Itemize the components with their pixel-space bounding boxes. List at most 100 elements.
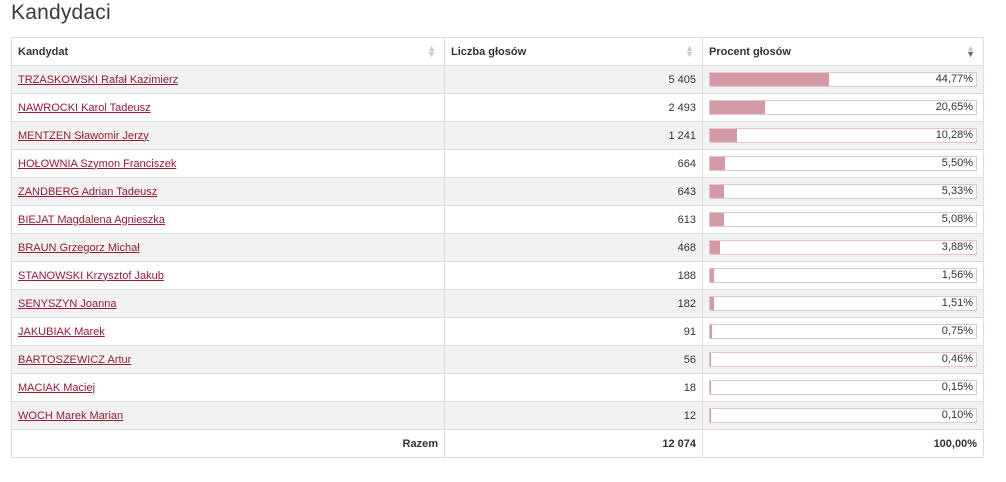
percent-bar-fill xyxy=(710,213,724,226)
percent-label: 0,15% xyxy=(941,381,973,393)
votes-cell: 91 xyxy=(444,317,703,346)
percent-bar-fill xyxy=(710,185,725,198)
percent-bar: 5,50% xyxy=(709,156,977,171)
percent-label: 20,65% xyxy=(935,101,973,113)
percent-cell: 0,15% xyxy=(702,373,984,402)
table-row: JAKUBIAK Marek 91 0,75% xyxy=(11,317,984,346)
sort-desc-icon[interactable]: ▲ ▼ xyxy=(966,43,975,59)
percent-bar-fill xyxy=(710,73,830,86)
percent-cell: 44,77% xyxy=(702,65,984,94)
percent-cell: 0,10% xyxy=(702,401,984,430)
table-row: BRAUN Grzegorz Michał 468 3,88% xyxy=(11,233,984,262)
column-header-candidate[interactable]: Kandydat ▲ ▼ xyxy=(11,37,445,66)
percent-bar: 5,33% xyxy=(709,184,977,199)
table-row: MENTZEN Sławomir Jerzy 1 241 10,28% xyxy=(11,121,984,150)
percent-label: 44,77% xyxy=(935,73,973,85)
candidate-cell: STANOWSKI Krzysztof Jakub xyxy=(11,261,445,290)
percent-bar: 1,56% xyxy=(709,268,977,283)
candidate-cell: BRAUN Grzegorz Michał xyxy=(11,233,445,262)
candidate-cell: MENTZEN Sławomir Jerzy xyxy=(11,121,445,150)
percent-label: 1,51% xyxy=(941,297,973,309)
votes-cell: 468 xyxy=(444,233,703,262)
column-header-percent-label: Procent głosów xyxy=(709,45,791,58)
percent-label: 5,08% xyxy=(941,213,973,225)
column-header-votes-label: Liczba głosów xyxy=(451,45,527,58)
percent-bar-fill xyxy=(710,101,765,114)
candidate-link[interactable]: HOŁOWNIA Szymon Franciszek xyxy=(18,157,177,170)
candidate-cell: WOCH Marek Marian xyxy=(11,401,445,430)
votes-cell: 182 xyxy=(444,289,703,318)
candidate-link[interactable]: ZANDBERG Adrian Tadeusz xyxy=(18,185,158,198)
percent-cell: 5,50% xyxy=(702,149,984,178)
votes-cell: 613 xyxy=(444,205,703,234)
votes-cell: 12 xyxy=(444,401,703,430)
candidate-link[interactable]: SENYSZYN Joanna xyxy=(18,297,117,310)
votes-cell: 643 xyxy=(444,177,703,206)
candidate-link[interactable]: MENTZEN Sławomir Jerzy xyxy=(18,129,149,142)
votes-cell: 5 405 xyxy=(444,65,703,94)
percent-bar: 10,28% xyxy=(709,128,977,143)
table-row: NAWROCKI Karol Tadeusz 2 493 20,65% xyxy=(11,93,984,122)
percent-label: 0,10% xyxy=(941,409,973,421)
percent-bar: 0,75% xyxy=(709,324,977,339)
candidate-link[interactable]: BRAUN Grzegorz Michał xyxy=(18,241,140,254)
percent-label: 5,50% xyxy=(941,157,973,169)
votes-cell: 664 xyxy=(444,149,703,178)
candidate-cell: SENYSZYN Joanna xyxy=(11,289,445,318)
candidate-link[interactable]: STANOWSKI Krzysztof Jakub xyxy=(18,269,164,282)
table-row: BARTOSZEWICZ Artur 56 0,46% xyxy=(11,345,984,374)
percent-label: 5,33% xyxy=(941,185,973,197)
table-header-row: Kandydat ▲ ▼ Liczba głosów ▲ ▼ Procent gło… xyxy=(11,37,984,66)
candidate-cell: BIEJAT Magdalena Agnieszka xyxy=(11,205,445,234)
table-row: BIEJAT Magdalena Agnieszka 613 5,08% xyxy=(11,205,984,234)
candidate-cell: BARTOSZEWICZ Artur xyxy=(11,345,445,374)
percent-bar-fill xyxy=(710,353,712,366)
table-row: HOŁOWNIA Szymon Franciszek 664 5,50% xyxy=(11,149,984,178)
votes-cell: 18 xyxy=(444,373,703,402)
votes-cell: 56 xyxy=(444,345,703,374)
column-header-candidate-label: Kandydat xyxy=(18,45,69,58)
percent-cell: 0,46% xyxy=(702,345,984,374)
table-row: ZANDBERG Adrian Tadeusz 643 5,33% xyxy=(11,177,984,206)
candidate-link[interactable]: BIEJAT Magdalena Agnieszka xyxy=(18,213,165,226)
candidate-cell: JAKUBIAK Marek xyxy=(11,317,445,346)
percent-cell: 10,28% xyxy=(702,121,984,150)
table-body: TRZASKOWSKI Rafał Kazimierz 5 405 44,77% NA… xyxy=(11,65,984,430)
percent-cell: 1,56% xyxy=(702,261,984,290)
percent-bar: 0,15% xyxy=(709,380,977,395)
votes-cell: 1 241 xyxy=(444,121,703,150)
candidate-cell: NAWROCKI Karol Tadeusz xyxy=(11,93,445,122)
percent-label: 10,28% xyxy=(935,129,973,141)
percent-bar-fill xyxy=(710,241,721,254)
column-header-votes[interactable]: Liczba głosów ▲ ▼ xyxy=(444,37,703,66)
percent-bar: 3,88% xyxy=(709,240,977,255)
percent-bar: 44,77% xyxy=(709,72,977,87)
column-header-percent[interactable]: Procent głosów ▲ ▼ xyxy=(702,37,984,66)
percent-bar-fill xyxy=(710,297,715,310)
sort-icon[interactable]: ▲ ▼ xyxy=(427,43,436,59)
candidate-link[interactable]: BARTOSZEWICZ Artur xyxy=(18,353,132,366)
candidate-cell: ZANDBERG Adrian Tadeusz xyxy=(11,177,445,206)
percent-bar: 0,10% xyxy=(709,408,977,423)
total-row: Razem 12 074 100,00% xyxy=(11,429,984,458)
candidate-link[interactable]: TRZASKOWSKI Rafał Kazimierz xyxy=(18,73,179,86)
votes-cell: 188 xyxy=(444,261,703,290)
percent-bar: 20,65% xyxy=(709,100,977,115)
sort-icon[interactable]: ▲ ▼ xyxy=(685,43,694,59)
total-votes: 12 074 xyxy=(444,429,703,458)
candidate-link[interactable]: JAKUBIAK Marek xyxy=(18,325,105,338)
table-row: MACIAK Maciej 18 0,15% xyxy=(11,373,984,402)
candidate-link[interactable]: MACIAK Maciej xyxy=(18,381,96,394)
percent-bar: 1,51% xyxy=(709,296,977,311)
total-label: Razem xyxy=(11,429,445,458)
table-row: TRZASKOWSKI Rafał Kazimierz 5 405 44,77% xyxy=(11,65,984,94)
total-percent: 100,00% xyxy=(702,429,984,458)
candidate-cell: HOŁOWNIA Szymon Franciszek xyxy=(11,149,445,178)
page-title: Kandydaci xyxy=(11,1,111,24)
candidate-cell: MACIAK Maciej xyxy=(11,373,445,402)
percent-bar-fill xyxy=(710,269,715,282)
candidate-link[interactable]: WOCH Marek Marian xyxy=(18,409,124,422)
candidate-link[interactable]: NAWROCKI Karol Tadeusz xyxy=(18,101,151,114)
votes-cell: 2 493 xyxy=(444,93,703,122)
percent-label: 3,88% xyxy=(941,241,973,253)
